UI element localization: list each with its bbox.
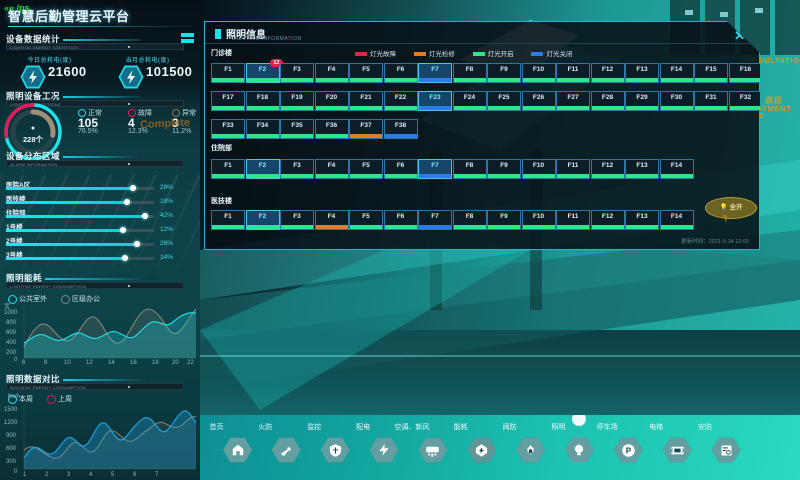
svg-text:800: 800	[6, 320, 17, 326]
svg-text:18: 18	[152, 360, 159, 365]
svg-text:4: 4	[89, 472, 93, 477]
svg-text:3: 3	[67, 472, 71, 477]
svg-text:P: P	[626, 446, 632, 455]
svg-text:6: 6	[22, 360, 26, 365]
svg-text:1000: 1000	[4, 310, 18, 316]
svg-text:6: 6	[133, 472, 137, 477]
svg-text:16: 16	[130, 360, 137, 365]
svg-text:400: 400	[6, 340, 17, 346]
svg-text:●: ●	[31, 125, 35, 132]
svg-text:1: 1	[23, 472, 27, 477]
svg-text:0: 0	[14, 357, 18, 363]
svg-text:600: 600	[6, 330, 17, 336]
svg-text:5: 5	[111, 472, 115, 477]
svg-text:12: 12	[86, 360, 93, 365]
svg-text:14: 14	[108, 360, 115, 365]
svg-text:2: 2	[45, 472, 49, 477]
svg-text:10: 10	[64, 360, 71, 365]
svg-text:228个: 228个	[23, 134, 44, 144]
svg-text:7: 7	[155, 472, 159, 477]
svg-text:600: 600	[6, 446, 17, 452]
svg-text:20: 20	[172, 360, 179, 365]
svg-text:0: 0	[14, 469, 18, 475]
svg-text:22: 22	[187, 360, 194, 365]
svg-text:200: 200	[6, 350, 17, 356]
svg-text:宝: 宝	[4, 303, 10, 310]
svg-text:900: 900	[6, 433, 17, 439]
svg-text:1500: 1500	[4, 407, 18, 413]
svg-text:1200: 1200	[4, 420, 18, 426]
svg-text:300: 300	[6, 459, 17, 465]
svg-text:8: 8	[44, 360, 48, 365]
